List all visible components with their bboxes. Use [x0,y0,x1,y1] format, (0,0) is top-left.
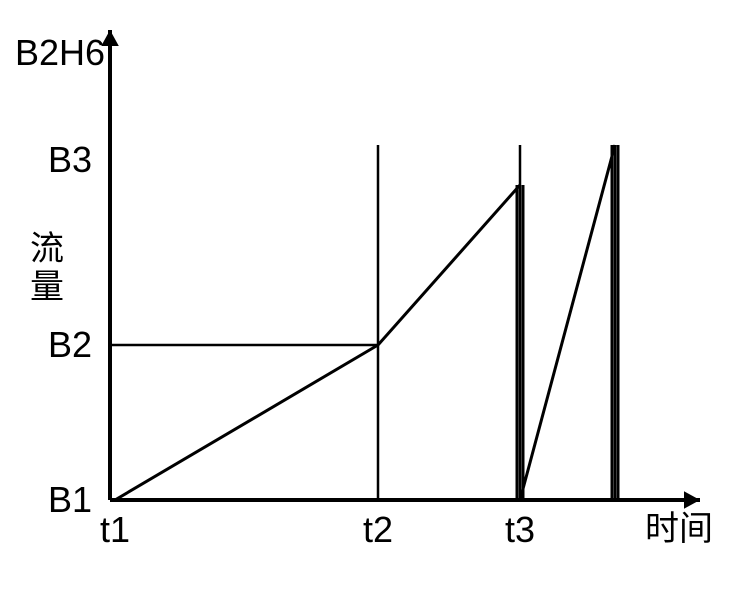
x-axis-arrow [684,491,700,509]
x-tick-label-t2: t2 [363,509,393,550]
x-axis-title: 时间 [645,510,713,548]
x-tick-label-t3: t3 [505,509,535,550]
series-seg-0 [115,345,378,500]
y-tick-label-B2: B2 [48,324,92,365]
y-axis-title-line-0: 流 [30,230,64,268]
series-seg-1 [378,185,520,345]
y-axis-title-line-1: 量 [30,268,64,306]
y-tick-label-B3: B3 [48,139,92,180]
y-top-label: B2H6 [15,32,105,73]
flow-time-chart: B1 B2 B3 B2H6 流量 t1 t2 t3 时间 [0,0,740,593]
x-tick-label-t1: t1 [100,509,130,550]
series-seg-2 [520,145,615,500]
y-tick-label-B1: B1 [48,479,92,520]
